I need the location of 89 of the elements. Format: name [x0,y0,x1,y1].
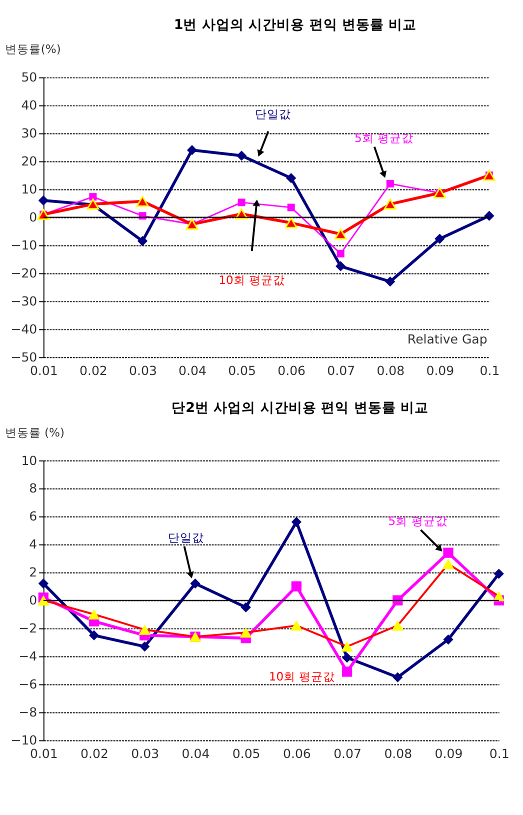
y-tick-label: 0 [29,592,38,608]
x-tick-label: 0.08 [384,746,412,762]
point [238,198,246,206]
text: 단일값 [255,106,292,121]
y-tick-label: 20 [21,154,38,169]
y-tick-label: 10 [21,452,38,468]
y-axis-title: 변동률 (%) [4,425,65,440]
x-tick-label: 0.1 [489,746,510,762]
point [386,180,394,188]
point [336,261,346,272]
x-tick-label: 0.09 [426,363,454,378]
y-tick-label: 50 [21,70,38,85]
point [291,581,302,592]
x-tick-label: 0.03 [131,746,160,762]
y-tick-label: −8 [18,704,38,720]
x-tick-label: 0.01 [30,363,58,378]
point [88,630,100,640]
x-tick-label: 0.01 [30,746,58,762]
x-tick-label: 0.05 [232,746,260,762]
x-tick-label: 0.07 [327,363,356,378]
point [137,236,148,246]
y-tick-label: 40 [21,98,38,113]
x-tick-label: 0.05 [228,363,256,378]
x-tick-label: 0.06 [278,363,306,378]
y-tick-label: 2 [29,564,38,580]
series-label: 10회 평균값 [268,669,336,684]
x-tick-label: 0.07 [334,746,362,762]
point [336,250,344,258]
y-tick-label: 4 [29,536,38,552]
x-tick-label: 0.1 [480,363,500,378]
x-tick-label: 0.02 [80,746,108,762]
x-tick-label: 0.04 [178,363,206,378]
y-tick-label: −20 [10,266,38,281]
y-tick-label: −10 [10,238,38,253]
y-tick-label: −2 [18,620,38,636]
point [433,187,446,198]
x-axis-title: Relative Gap [407,332,488,347]
point [392,672,403,682]
point [385,276,396,287]
point [443,548,454,558]
x-tick-label: 0.06 [282,746,311,762]
point [286,173,296,184]
y-tick-label: 8 [29,480,38,496]
x-tick-label: 0.04 [182,746,210,762]
point [342,666,352,677]
point [287,204,295,212]
y-tick-label: −30 [10,294,38,309]
point [494,568,504,579]
x-tick-label: 0.08 [376,363,405,378]
y-tick-label: −50 [10,350,38,365]
point [342,652,352,663]
point [483,170,496,181]
point [89,193,97,201]
text: 단일값 [168,530,204,544]
y-tick-label: 0 [29,210,38,225]
chart-title: 단2번 사업의 시간비용 편익 변동률 비교 [172,400,429,416]
x-tick-label: 0.03 [129,363,157,378]
y-tick-label: 6 [29,508,38,524]
point [284,217,298,228]
y-tick-label: 10 [21,182,38,197]
y-tick-label: −6 [18,676,38,692]
x-tick-label: 0.02 [79,363,108,378]
text: 5회 평균값 [354,130,414,145]
y-tick-label: 30 [21,126,38,141]
text: 10회 평균값 [218,272,286,287]
point [235,208,248,220]
point [38,195,48,206]
point [37,208,50,220]
point [240,602,251,612]
point [434,234,445,244]
x-tick-label: 0.09 [434,746,463,762]
point [334,228,347,240]
y-tick-label: −10 [10,732,38,748]
point [384,198,396,210]
chart-title: 1번 사업의 시간비용 편익 변동률 비교 [174,17,417,34]
point [443,634,454,645]
point [136,196,149,207]
point [38,578,48,589]
point [236,150,247,161]
y-axis-title: 변동률(%) [4,42,61,56]
series-label: 5회 평균값 [388,514,448,528]
y-tick-label: −40 [10,322,38,337]
point [140,641,150,652]
point [484,210,494,221]
point [291,516,302,528]
y-tick-label: −4 [18,648,38,664]
point [186,145,198,156]
point [186,218,198,230]
point [190,578,200,589]
